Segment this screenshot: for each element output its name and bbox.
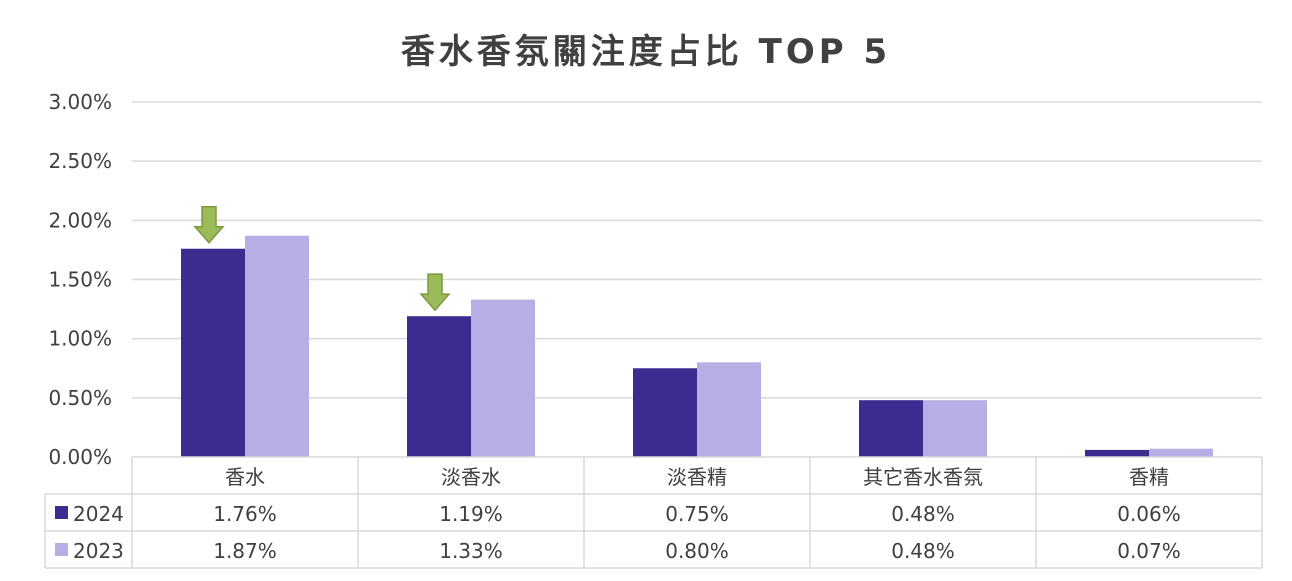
data-label: 1.33% <box>439 539 503 563</box>
y-tick-label: 1.50% <box>48 268 112 292</box>
bar-2024-0 <box>181 248 245 457</box>
y-tick-label: 3.00% <box>48 90 112 114</box>
bar-2024-4 <box>1085 449 1149 457</box>
y-tick-label: 0.00% <box>48 445 112 469</box>
x-category-label: 淡香水 <box>441 465 501 489</box>
chart-title: 香水香氛關注度占比 TOP 5 <box>400 32 892 72</box>
data-label: 0.80% <box>665 539 729 563</box>
bar-2023-0 <box>245 235 309 457</box>
legend-label-2023: 2023 <box>73 539 124 563</box>
data-label: 1.76% <box>213 502 277 526</box>
data-label: 0.07% <box>1117 539 1181 563</box>
bar-2024-3 <box>859 400 923 457</box>
data-label: 0.75% <box>665 502 729 526</box>
bar-2024-2 <box>633 368 697 457</box>
y-tick-label: 2.50% <box>48 149 112 173</box>
y-tick-label: 2.00% <box>48 208 112 232</box>
x-category-label: 淡香精 <box>667 465 727 489</box>
bar-2023-1 <box>471 299 535 457</box>
legend-key-2024 <box>55 506 68 519</box>
legend-key-2023 <box>55 543 68 556</box>
data-label: 1.87% <box>213 539 277 563</box>
y-tick-label: 1.00% <box>48 327 112 351</box>
data-label: 0.06% <box>1117 502 1181 526</box>
data-label: 0.48% <box>891 502 955 526</box>
data-label: 1.19% <box>439 502 503 526</box>
bar-2023-2 <box>697 362 761 457</box>
x-category-label: 其它香水香氛 <box>863 465 983 489</box>
x-category-label: 香精 <box>1129 465 1169 489</box>
legend-label-2024: 2024 <box>73 502 124 526</box>
bar-2023-3 <box>923 400 987 457</box>
bar-2023-4 <box>1149 448 1213 457</box>
down-arrow-icon <box>193 205 225 244</box>
x-category-label: 香水 <box>225 465 265 489</box>
down-arrow-icon <box>419 273 451 312</box>
y-tick-label: 0.50% <box>48 386 112 410</box>
data-label: 0.48% <box>891 539 955 563</box>
bar-2024-1 <box>407 316 471 457</box>
